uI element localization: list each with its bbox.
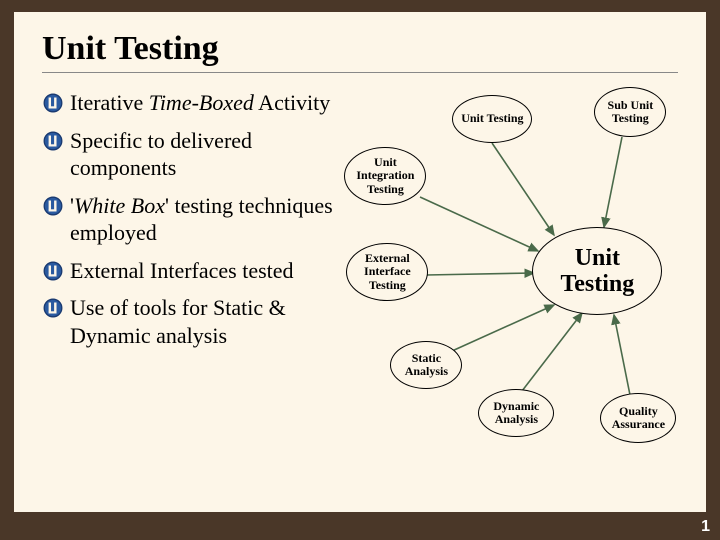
slide: Unit Testing Iterative Time-Boxed Activi… <box>14 12 706 512</box>
bullet-text: Specific to delivered components <box>70 127 336 182</box>
bullet-text: Use of tools for Static & Dynamic analys… <box>70 294 336 349</box>
bullet-icon <box>42 130 64 152</box>
bullet-item: Iterative Time-Boxed Activity <box>42 89 336 117</box>
bullet-item: 'White Box' testing techniques employed <box>42 192 336 247</box>
diagram-node-dynamic: Dynamic Analysis <box>478 389 554 437</box>
bullet-item: Use of tools for Static & Dynamic analys… <box>42 294 336 349</box>
diagram-node-integration: Unit Integration Testing <box>344 147 426 205</box>
bullet-text: 'White Box' testing techniques employed <box>70 192 336 247</box>
diagram-node-unit-testing-top: Unit Testing <box>452 95 532 143</box>
bullet-item: Specific to delivered components <box>42 127 336 182</box>
diagram: Unit Testing Sub Unit Testing Unit Integra… <box>344 87 678 487</box>
content-area: Iterative Time-Boxed Activity Specific t… <box>42 87 678 487</box>
bullet-icon <box>42 260 64 282</box>
diagram-node-sub-unit: Sub Unit Testing <box>594 87 666 137</box>
diagram-node-static: Static Analysis <box>390 341 462 389</box>
diagram-node-center: Unit Testing <box>532 227 662 315</box>
title-divider <box>42 72 678 73</box>
bullet-text: Iterative Time-Boxed Activity <box>70 89 330 117</box>
bullet-item: External Interfaces tested <box>42 257 336 285</box>
bullet-list: Iterative Time-Boxed Activity Specific t… <box>42 87 336 487</box>
diagram-node-external: External Interface Testing <box>346 243 428 301</box>
page-number: 1 <box>701 518 710 536</box>
slide-title: Unit Testing <box>42 30 678 68</box>
bullet-icon <box>42 195 64 217</box>
diagram-node-quality: Quality Assurance <box>600 393 676 443</box>
bullet-icon <box>42 92 64 114</box>
bullet-text: External Interfaces tested <box>70 257 294 285</box>
bullet-icon <box>42 297 64 319</box>
